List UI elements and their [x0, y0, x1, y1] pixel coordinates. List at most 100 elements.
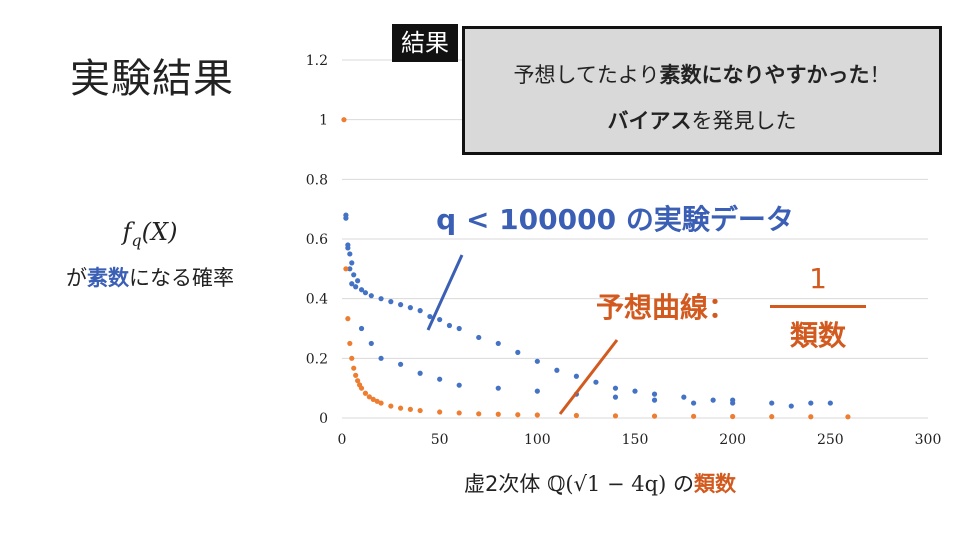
data-point-blue [808, 400, 814, 406]
data-point-orange [515, 412, 521, 418]
data-point-orange [355, 378, 361, 384]
fraction-denominator: 類数 [789, 319, 846, 352]
orange-pointer-line [558, 339, 619, 415]
data-point-blue [388, 299, 394, 305]
data-point-orange [366, 394, 372, 400]
data-point-blue [769, 400, 775, 406]
y-tick-label: 1 [319, 113, 328, 129]
data-point-blue [437, 316, 443, 323]
data-point-blue [427, 313, 433, 320]
data-point-blue [632, 388, 638, 394]
data-point-orange [495, 411, 501, 417]
data-point-blue [827, 400, 833, 406]
fraction-numerator: 1 [809, 262, 827, 295]
desc-pre: が [66, 266, 87, 290]
y-tick-label: 0.4 [306, 292, 328, 308]
data-point-orange [651, 413, 658, 419]
data-point-blue [353, 284, 359, 290]
data-point-orange [730, 413, 736, 420]
data-point-blue [446, 322, 453, 329]
x-tick-label: 0 [338, 432, 347, 448]
xlabel-key: 類数 [693, 472, 736, 496]
result-line1-pre: 予想してたより [513, 63, 660, 87]
data-point-orange [353, 372, 359, 378]
data-point-blue [651, 397, 658, 403]
data-point-orange [769, 414, 775, 420]
result-line2-key: バイアス [607, 109, 692, 133]
data-point-blue [515, 349, 521, 355]
data-point-blue [534, 388, 540, 394]
x-tick-label: 200 [719, 432, 746, 448]
xlabel-math: ℚ(√1 − 4q) [547, 472, 667, 496]
data-point-blue [651, 391, 658, 397]
formula-subscript-q: q [131, 230, 142, 250]
data-point-blue [573, 373, 580, 379]
data-point-blue [398, 361, 404, 367]
x-axis-label: 虚2次体 ℚ(√1 − 4q) の類数 [300, 468, 900, 498]
series-blue-points [343, 212, 833, 409]
data-point-blue [495, 385, 501, 391]
desc-post: になる確率 [129, 266, 234, 290]
data-point-blue [534, 358, 540, 364]
y-tick-label: 1.2 [306, 53, 328, 69]
experiment-data-label: q < 100000 の実験データ [436, 203, 794, 236]
data-point-blue [691, 400, 697, 406]
data-point-orange [808, 414, 814, 420]
y-tick-label: 0.6 [306, 232, 328, 248]
data-point-orange [370, 396, 376, 402]
probability-description: が素数になる確率 [0, 262, 300, 292]
data-point-blue [710, 397, 716, 403]
data-point-orange [417, 407, 423, 414]
data-point-orange [573, 412, 580, 419]
data-point-blue [495, 340, 501, 347]
data-point-blue [398, 302, 404, 308]
data-point-blue [347, 266, 353, 272]
x-tick-label: 250 [817, 432, 844, 448]
data-point-blue [347, 251, 353, 257]
data-point-blue [368, 340, 374, 347]
data-point-blue [349, 260, 355, 266]
data-point-orange [345, 316, 351, 322]
data-point-blue [612, 394, 619, 400]
data-point-blue [456, 325, 462, 332]
series-orange-points [341, 117, 851, 420]
data-point-blue [554, 367, 560, 373]
data-point-orange [374, 398, 380, 404]
data-point-orange [456, 410, 462, 416]
data-point-blue [788, 403, 794, 409]
data-point-orange [388, 403, 394, 409]
slide-title: 実験結果 [70, 56, 234, 102]
y-tick-label: 0.8 [306, 172, 328, 188]
result-line1-post: ！ [869, 63, 891, 87]
desc-keyword: 素数 [87, 266, 129, 290]
x-tick-label: 150 [622, 432, 649, 448]
data-point-blue [358, 325, 365, 332]
data-point-blue [476, 334, 482, 341]
blue-pointer-line [426, 254, 464, 331]
data-point-blue [417, 308, 423, 314]
result-line2-post: を発見した [691, 109, 797, 133]
result-box: 予想してたより素数になりやすかった！ バイアスを発見した [462, 26, 942, 155]
xlabel-pre: 虚2次体 [464, 472, 548, 496]
data-point-orange [351, 365, 357, 371]
data-point-orange [341, 117, 347, 123]
data-point-orange [358, 385, 365, 391]
y-tick-label: 0.2 [306, 351, 328, 367]
data-point-blue [343, 215, 349, 221]
data-point-blue [681, 394, 687, 400]
data-point-orange [845, 414, 851, 420]
data-point-blue [351, 272, 357, 278]
xlabel-mid: の [666, 472, 694, 496]
data-point-blue [730, 400, 736, 406]
data-point-orange [347, 340, 353, 347]
data-point-blue [612, 385, 619, 391]
data-point-blue [355, 278, 361, 284]
chart-ticks: 0 0.2 0.4 0.6 0.8 1 1.2 0 50 100 150 200 250 300 [306, 53, 942, 448]
data-point-orange [691, 413, 697, 419]
data-point-blue [358, 287, 365, 293]
data-point-blue [456, 382, 462, 388]
data-point-orange [407, 406, 413, 412]
data-point-orange [343, 266, 349, 272]
data-point-orange [612, 413, 619, 419]
